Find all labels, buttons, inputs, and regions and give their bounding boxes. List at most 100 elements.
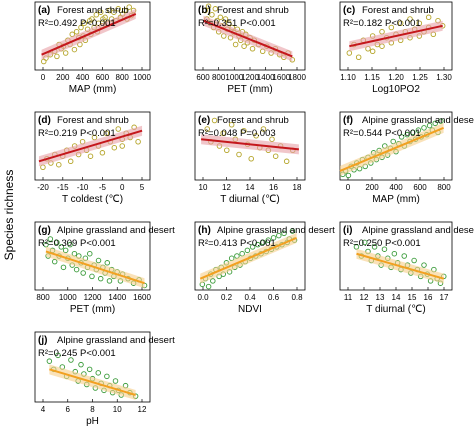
data-point (104, 373, 110, 380)
x-axis-label: pH (86, 416, 99, 427)
stats-text: R²=0.413 P<0.001 (198, 238, 276, 249)
stats-text: R²=0.219 P<0.001 (38, 128, 116, 139)
data-point (283, 158, 290, 165)
data-point (390, 138, 396, 145)
data-point (46, 358, 53, 364)
data-point (54, 53, 60, 60)
data-point (421, 125, 427, 131)
trend-line (49, 368, 136, 396)
data-point (78, 24, 84, 31)
x-tick-label: 400 (76, 73, 90, 82)
trend-line (339, 126, 444, 172)
chart-panel: 4 6 8 10 12 (j) Alpine grassland and desert R²=… (34, 331, 175, 427)
data-point (224, 147, 230, 153)
x-tick-label: 10 (113, 405, 122, 414)
data-point (401, 253, 407, 259)
data-point (73, 29, 80, 35)
data-point (78, 361, 84, 368)
panel-letter: (j) (38, 335, 47, 346)
x-tick-label: 10 (199, 183, 208, 192)
data-point (102, 14, 108, 21)
data-point (381, 246, 388, 252)
data-point (211, 117, 218, 124)
data-point (421, 262, 427, 268)
data-point (97, 275, 104, 282)
data-point (115, 6, 121, 12)
x-tick-label: 6 (66, 405, 71, 414)
data-point (104, 260, 111, 266)
data-point (54, 239, 60, 246)
data-point (209, 11, 215, 18)
chart-panel: 0 200 400 600 800 (f) Alpine grassland and des… (339, 111, 474, 205)
data-point (355, 54, 362, 61)
x-tick-label: 1000 (59, 293, 77, 302)
trend-line (41, 12, 137, 56)
data-point (210, 278, 216, 284)
group-name: Alpine grassland and desert (362, 115, 474, 126)
x-tick-label: 1.15 (364, 73, 380, 82)
x-tick-label: 1200 (241, 73, 259, 82)
x-axis-label: T diurnal (℃) (366, 304, 425, 315)
panel-letter: (d) (38, 115, 51, 126)
data-point (346, 50, 353, 56)
trend-line (199, 236, 298, 280)
data-point (205, 283, 212, 290)
x-tick-label: 4 (41, 405, 46, 414)
data-point (97, 9, 104, 15)
data-point (122, 7, 128, 14)
x-axis-label: MAP (mm) (372, 194, 420, 205)
x-tick-label: 1400 (257, 73, 275, 82)
x-tick-label: 16 (269, 183, 278, 192)
data-point (51, 258, 58, 265)
data-point (415, 127, 422, 133)
trend-line (45, 250, 145, 285)
x-tick-label: -15 (57, 183, 69, 192)
data-point (416, 20, 423, 27)
x-tick-label: 0.6 (268, 293, 280, 302)
data-point (89, 273, 95, 280)
data-point (115, 126, 122, 132)
x-tick-label: 12 (138, 405, 147, 414)
data-point (226, 20, 232, 27)
x-tick-label: 1600 (272, 73, 290, 82)
x-tick-label: 14 (246, 183, 255, 192)
data-point (411, 257, 417, 264)
data-point (249, 244, 256, 250)
data-point (228, 121, 235, 128)
group-name: Alpine grassland and desert (57, 335, 175, 346)
chart-panel: 1.10 1.15 1.20 1.25 1.30 (c) Forest and shrub R… (339, 1, 453, 95)
x-tick-label: 1000 (225, 73, 243, 82)
data-point (281, 230, 287, 237)
x-axis-label: NDVI (238, 304, 262, 315)
data-point (95, 370, 101, 376)
x-tick-label: 1200 (84, 293, 102, 302)
data-point (47, 236, 54, 242)
data-point (135, 138, 141, 145)
data-point (99, 150, 106, 156)
chart-panel: 0 200 400 600 800 1000 (a) Forest and shrub R²=0… (34, 1, 151, 95)
data-point (241, 43, 247, 49)
data-point (241, 127, 247, 134)
stats-text: R²=0.544 P<0.001 (343, 128, 421, 139)
x-tick-label: 16 (424, 293, 433, 302)
group-name: Forest and shrub (57, 5, 129, 16)
data-point (62, 50, 69, 56)
data-point (217, 14, 224, 21)
x-tick-label: 0 (41, 73, 46, 82)
data-point (89, 16, 95, 22)
x-tick-label: 17 (440, 293, 449, 302)
data-point (73, 266, 80, 273)
x-tick-label: 800 (36, 293, 50, 302)
group-name: Forest and shrub (217, 115, 289, 126)
group-name: Alpine grassland and desert (217, 225, 335, 236)
data-point (67, 241, 73, 248)
x-tick-label: 1.30 (436, 73, 452, 82)
group-name: Alpine grassland and desert (362, 225, 474, 236)
data-point (62, 247, 69, 254)
data-point (222, 16, 229, 22)
data-point (71, 46, 78, 53)
x-tick-label: 0.8 (291, 293, 303, 302)
x-tick-label: 200 (56, 73, 70, 82)
